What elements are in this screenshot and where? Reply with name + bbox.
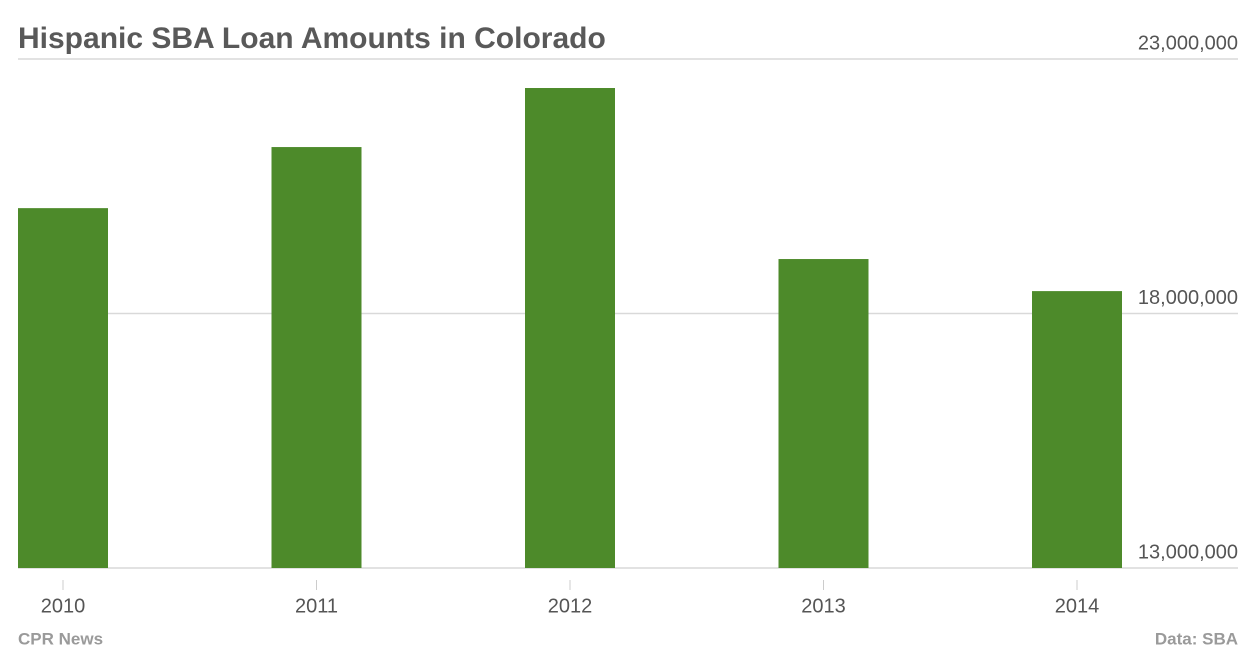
x-tick-label: 2011 (295, 595, 338, 617)
x-tick-label: 2014 (1055, 595, 1100, 617)
bar (18, 208, 108, 568)
x-tick-label: 2013 (801, 595, 846, 617)
credit: CPR News (18, 629, 103, 648)
y-tick-label: 13,000,000 (1138, 541, 1238, 563)
chart-title: Hispanic SBA Loan Amounts in Colorado (18, 22, 606, 55)
x-tick-label: 2012 (548, 595, 593, 617)
bar (1032, 291, 1122, 568)
bar (525, 88, 615, 568)
x-tick-label: 2010 (41, 595, 86, 617)
bar (271, 147, 362, 568)
y-tick-label: 23,000,000 (1138, 32, 1238, 54)
y-tick-label: 18,000,000 (1138, 287, 1238, 309)
source: Data: SBA (1155, 629, 1238, 648)
bar (778, 259, 869, 568)
